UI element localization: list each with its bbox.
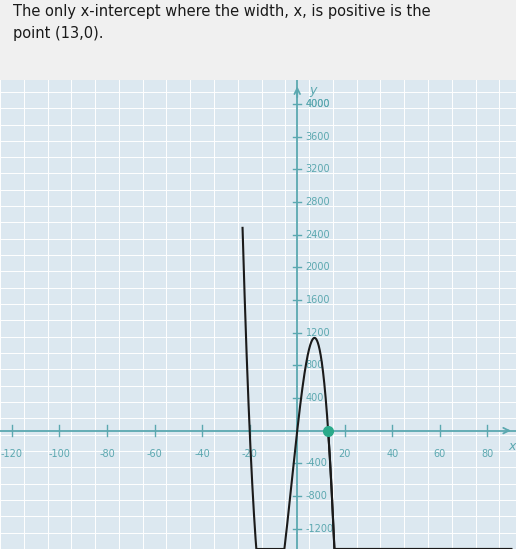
Text: 4000: 4000: [305, 99, 330, 109]
Text: 400: 400: [305, 393, 324, 403]
Text: 2000: 2000: [305, 262, 330, 272]
Text: -80: -80: [99, 450, 115, 460]
Text: 4000: 4000: [305, 99, 330, 109]
Text: 3200: 3200: [305, 164, 330, 175]
Text: 1200: 1200: [305, 328, 330, 338]
Text: The only x-intercept where the width, x, is positive is the
point (13,0).: The only x-intercept where the width, x,…: [13, 4, 430, 41]
Text: -120: -120: [1, 450, 23, 460]
Text: -400: -400: [305, 458, 327, 468]
Text: 40: 40: [386, 450, 398, 460]
Text: -60: -60: [147, 450, 163, 460]
Text: 1600: 1600: [305, 295, 330, 305]
Text: 80: 80: [481, 450, 494, 460]
Text: y: y: [309, 83, 316, 97]
Text: 2400: 2400: [305, 229, 330, 240]
Text: x: x: [509, 440, 516, 453]
Text: -800: -800: [305, 491, 327, 501]
Text: -100: -100: [49, 450, 70, 460]
Text: 800: 800: [305, 360, 324, 371]
Text: -20: -20: [241, 450, 257, 460]
Text: -40: -40: [194, 450, 210, 460]
Text: -1200: -1200: [305, 524, 334, 534]
Text: 60: 60: [434, 450, 446, 460]
Text: 3600: 3600: [305, 132, 330, 142]
Text: 2800: 2800: [305, 197, 330, 207]
Text: 20: 20: [338, 450, 351, 460]
